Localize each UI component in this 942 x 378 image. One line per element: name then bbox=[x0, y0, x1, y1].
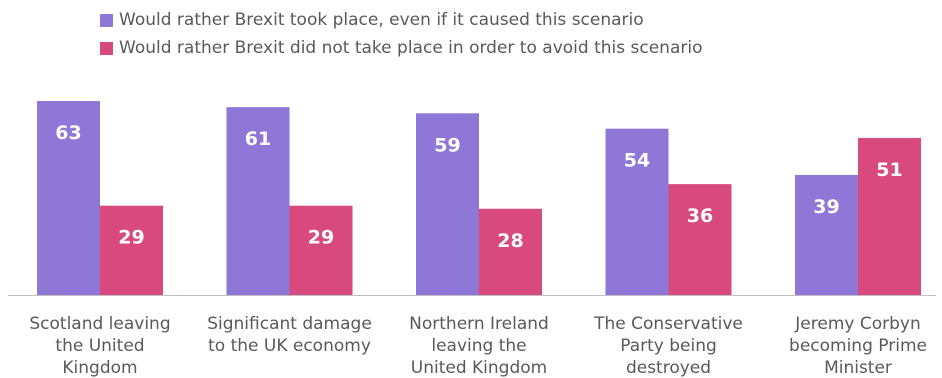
category-label-3: Northern Ireland leaving the United Kingdo… bbox=[409, 314, 549, 378]
category-label-5-line-1: Jeremy Corbyn bbox=[794, 314, 920, 334]
category-label-2-line-1: Significant damage bbox=[207, 314, 372, 334]
legend-label-took-place: Would rather Brexit took place, even if … bbox=[119, 10, 644, 30]
category-label-4-line-2: Party being bbox=[620, 336, 717, 356]
legend-item-not-take-place: Would rather Brexit did not take place i… bbox=[100, 34, 702, 62]
category-label-2: Significant damage to the UK economy bbox=[207, 314, 372, 356]
category-label-5-line-2: becoming Prime bbox=[789, 336, 927, 356]
data-label-series1-cat5: 39 bbox=[813, 196, 839, 218]
category-label-1-line-3: Kingdom bbox=[62, 358, 137, 378]
data-label-series1-cat4: 54 bbox=[624, 150, 650, 172]
bar-series2-cat3 bbox=[479, 208, 542, 295]
bar-series2-cat4 bbox=[668, 184, 732, 295]
data-label-series1-cat3: 59 bbox=[434, 134, 460, 156]
bar-series1-cat1 bbox=[37, 101, 100, 295]
category-label-5-line-3: Minister bbox=[824, 358, 892, 378]
category-label-2-line-2: to the UK economy bbox=[208, 336, 371, 356]
legend-swatch-took-place bbox=[100, 13, 113, 27]
category-label-3-line-2: leaving the bbox=[431, 336, 526, 356]
legend: Would rather Brexit took place, even if … bbox=[100, 6, 702, 62]
category-label-1-line-1: Scotland leaving bbox=[29, 314, 170, 334]
category-label-3-line-3: United Kingdom bbox=[411, 358, 547, 378]
bar-series1-cat3 bbox=[416, 113, 479, 295]
data-label-series1-cat2: 61 bbox=[245, 128, 271, 150]
category-label-4-line-1: The Conservative bbox=[593, 314, 743, 334]
category-label-3-line-1: Northern Ireland bbox=[409, 314, 549, 334]
category-label-1-line-2: the United bbox=[55, 336, 144, 356]
category-label-1: Scotland leaving the United Kingdom bbox=[29, 314, 170, 378]
legend-swatch-not-take-place bbox=[100, 41, 113, 55]
bar-series1-cat4 bbox=[605, 128, 669, 295]
legend-item-took-place: Would rather Brexit took place, even if … bbox=[100, 6, 702, 34]
data-label-series2-cat1: 29 bbox=[118, 227, 144, 249]
bar-series1-cat2 bbox=[226, 107, 290, 296]
category-label-4-line-3: destroyed bbox=[626, 358, 711, 378]
data-label-series2-cat5: 51 bbox=[876, 159, 902, 181]
legend-label-not-take-place: Would rather Brexit did not take place i… bbox=[119, 38, 703, 58]
category-labels: Scotland leaving the United Kingdom Signifi… bbox=[29, 314, 927, 378]
bars-layer: 63 29 61 29 59 28 54 36 39 51 bbox=[37, 101, 921, 296]
data-label-series2-cat4: 36 bbox=[687, 205, 713, 227]
bar-series2-cat2 bbox=[289, 205, 353, 295]
data-label-series1-cat1: 63 bbox=[55, 122, 81, 144]
bar-series1-cat5 bbox=[795, 174, 858, 295]
category-label-5: Jeremy Corbyn becoming Prime Minister bbox=[789, 314, 927, 378]
data-label-series2-cat3: 28 bbox=[497, 230, 523, 252]
bar-series2-cat5 bbox=[858, 137, 921, 295]
bar-series2-cat1 bbox=[100, 205, 163, 295]
category-label-4: The Conservative Party being destroyed bbox=[593, 314, 743, 378]
data-label-series2-cat2: 29 bbox=[308, 227, 334, 249]
